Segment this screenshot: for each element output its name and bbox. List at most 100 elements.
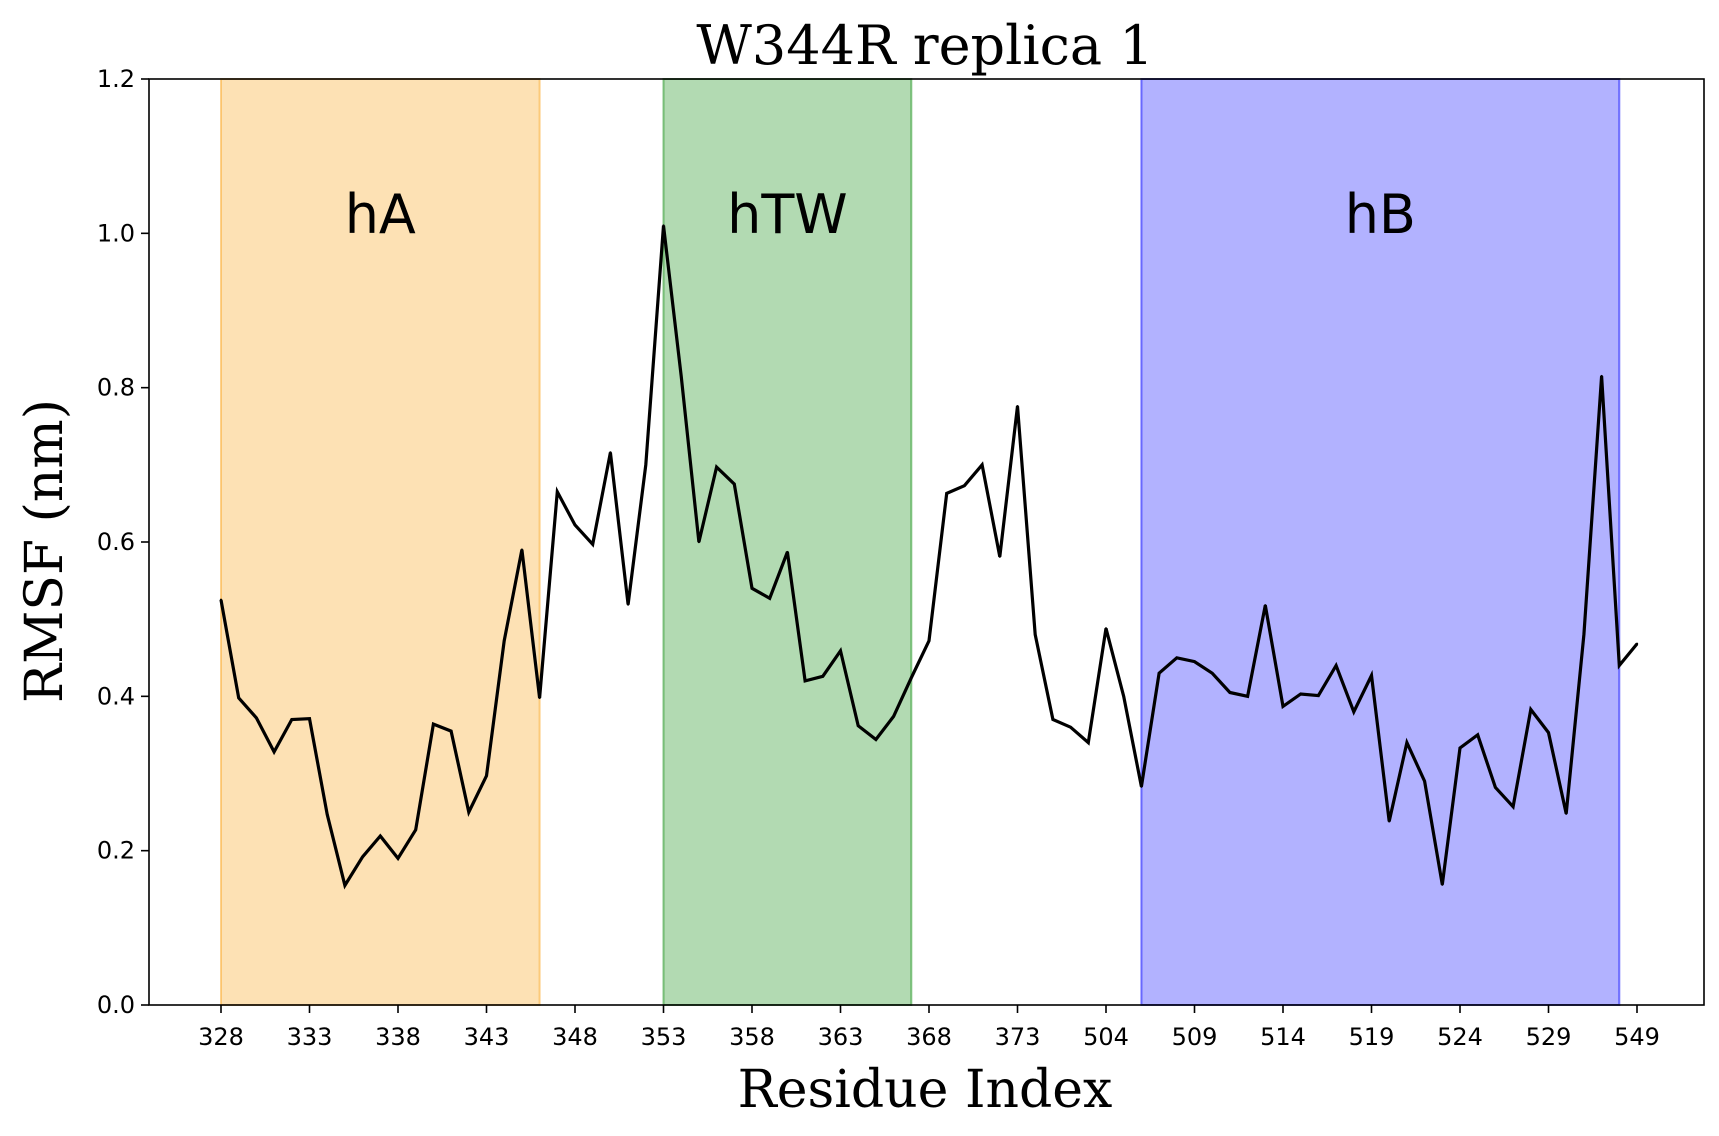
data-point bbox=[1458, 746, 1462, 750]
data-point bbox=[662, 224, 665, 227]
data-point bbox=[733, 482, 736, 486]
data-point bbox=[219, 598, 223, 602]
data-point bbox=[1405, 741, 1409, 744]
data-point bbox=[786, 550, 789, 554]
data-point bbox=[1582, 633, 1586, 636]
data-point bbox=[520, 548, 524, 551]
y-tick-label: 1.0 bbox=[97, 219, 135, 247]
data-point bbox=[1211, 671, 1214, 675]
series-line-layer bbox=[219, 224, 1639, 890]
data-point bbox=[910, 676, 913, 680]
data-point bbox=[1388, 820, 1391, 823]
data-point bbox=[1511, 805, 1515, 808]
x-tick-label: 519 bbox=[1349, 1023, 1395, 1051]
data-point bbox=[821, 675, 824, 678]
data-point bbox=[538, 696, 541, 700]
x-tick-label: 368 bbox=[906, 1023, 952, 1051]
x-tick-label: 363 bbox=[818, 1023, 864, 1051]
data-point bbox=[326, 813, 329, 816]
data-point bbox=[1140, 785, 1143, 788]
x-tick-label: 333 bbox=[287, 1023, 333, 1051]
y-tick-label: 0.8 bbox=[97, 374, 135, 402]
data-point bbox=[432, 722, 435, 726]
data-point bbox=[485, 774, 488, 778]
data-point bbox=[892, 715, 895, 718]
data-point bbox=[467, 810, 470, 814]
x-tick-label: 338 bbox=[375, 1023, 421, 1051]
data-point bbox=[1476, 733, 1479, 737]
data-point bbox=[1228, 691, 1232, 694]
data-point bbox=[874, 738, 878, 741]
data-point bbox=[839, 649, 842, 653]
data-point bbox=[1034, 633, 1037, 636]
data-point bbox=[1317, 694, 1320, 697]
data-point bbox=[945, 492, 948, 495]
data-point bbox=[1193, 660, 1196, 663]
data-point bbox=[980, 463, 984, 467]
data-point bbox=[308, 717, 311, 720]
x-tick-label: 529 bbox=[1526, 1023, 1572, 1051]
x-tick-label: 348 bbox=[552, 1023, 598, 1051]
data-point bbox=[644, 463, 647, 467]
data-point bbox=[573, 523, 577, 527]
x-tick-label: 343 bbox=[464, 1023, 510, 1051]
data-point bbox=[1529, 708, 1533, 711]
data-point bbox=[768, 597, 771, 600]
data-point bbox=[1246, 695, 1249, 698]
region-htw bbox=[662, 78, 913, 1006]
data-point bbox=[1281, 705, 1285, 708]
data-point bbox=[609, 451, 612, 454]
chart-title: W344R replica 1 bbox=[696, 14, 1153, 77]
data-point bbox=[379, 834, 382, 838]
data-point bbox=[1600, 374, 1603, 378]
data-point bbox=[715, 465, 718, 469]
y-tick-label: 0.6 bbox=[97, 528, 135, 556]
data-point bbox=[1334, 664, 1338, 667]
data-point bbox=[1635, 642, 1639, 646]
y-axis-ticks: 0.0 0.2 0.4 0.6 0.8 1.0 1.2 bbox=[97, 65, 149, 1019]
data-point bbox=[750, 587, 754, 590]
data-point bbox=[626, 603, 630, 606]
data-point bbox=[1175, 656, 1179, 659]
y-axis-label: RMSF (nm) bbox=[15, 399, 75, 703]
y-tick-label: 0.0 bbox=[97, 991, 135, 1019]
data-point bbox=[591, 543, 594, 546]
region-labels-layer: hA hTW hB bbox=[345, 183, 1416, 246]
data-point bbox=[396, 857, 400, 860]
x-tick-label: 524 bbox=[1437, 1023, 1483, 1051]
data-point bbox=[1299, 692, 1302, 696]
region-label-hb: hB bbox=[1345, 183, 1416, 246]
y-tick-label: 1.2 bbox=[97, 65, 135, 93]
data-point bbox=[697, 540, 701, 544]
x-tick-label: 509 bbox=[1172, 1023, 1218, 1051]
x-tick-label: 504 bbox=[1083, 1023, 1129, 1051]
data-point bbox=[857, 724, 860, 727]
data-point bbox=[1104, 627, 1108, 630]
data-point bbox=[1441, 883, 1444, 886]
data-point bbox=[1565, 812, 1568, 815]
data-point bbox=[1264, 604, 1267, 607]
x-tick-label: 373 bbox=[995, 1023, 1041, 1051]
data-point bbox=[998, 555, 1001, 558]
data-point bbox=[414, 828, 417, 832]
data-point bbox=[290, 718, 293, 721]
data-point bbox=[1547, 731, 1550, 734]
data-point bbox=[1051, 718, 1055, 721]
data-point bbox=[1087, 741, 1090, 744]
data-point bbox=[1494, 786, 1497, 789]
x-tick-label: 353 bbox=[641, 1023, 687, 1051]
data-point bbox=[556, 490, 559, 494]
data-point bbox=[503, 639, 506, 642]
data-point bbox=[343, 884, 347, 887]
data-point bbox=[1423, 780, 1426, 783]
x-tick-label: 328 bbox=[198, 1023, 244, 1051]
data-point bbox=[361, 855, 364, 859]
x-tick-label: 549 bbox=[1614, 1023, 1660, 1051]
data-point bbox=[1069, 726, 1072, 729]
data-point bbox=[1157, 671, 1161, 675]
data-point bbox=[1352, 710, 1356, 713]
y-tick-label: 0.4 bbox=[97, 682, 135, 710]
x-axis-ticks: 328 333 338 343 348 353 358 363 368 373 504 509 514 5… bbox=[198, 1005, 1660, 1051]
x-axis-label: Residue Index bbox=[738, 1060, 1113, 1120]
region-label-ha: hA bbox=[345, 183, 416, 246]
